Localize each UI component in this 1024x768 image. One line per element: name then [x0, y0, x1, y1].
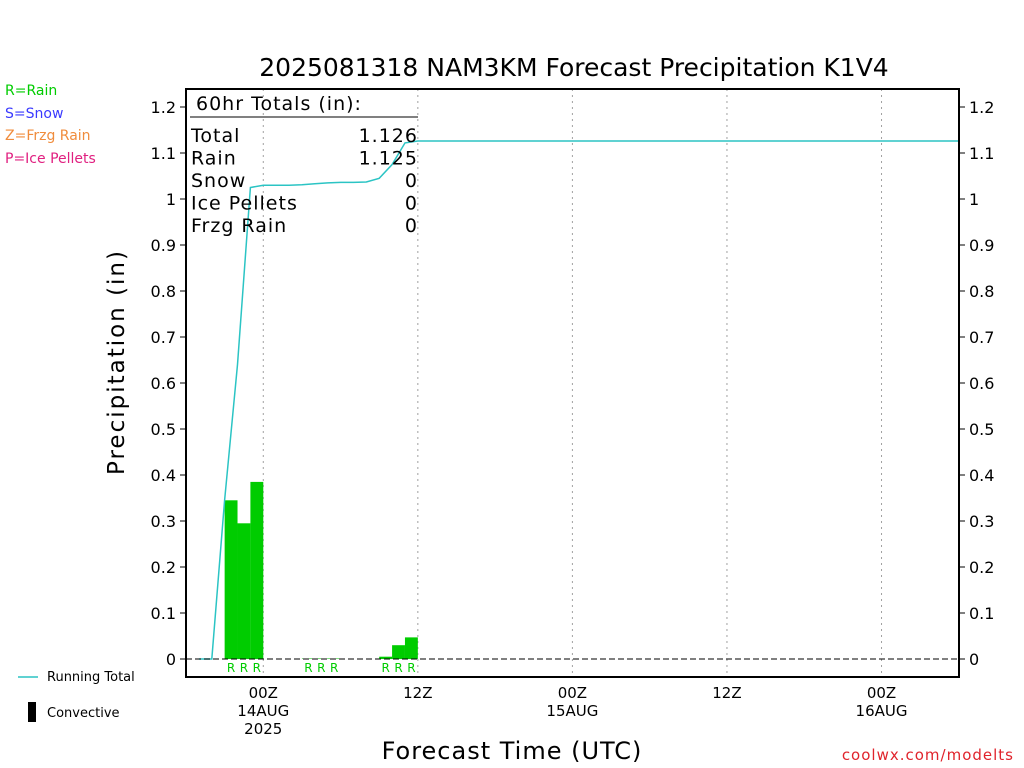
- ptype-marker: R: [330, 661, 338, 675]
- y-tick-label-right: 1.2: [969, 98, 994, 117]
- y-tick-label-left: 0.6: [151, 374, 176, 393]
- legend-snow: S=Snow: [5, 105, 64, 122]
- totals-row-label: Ice Pellets: [191, 193, 298, 215]
- y-tick-label-left: 0.5: [151, 420, 176, 439]
- ptype-marker: R: [253, 661, 261, 675]
- credit-link[interactable]: coolwx.com/modelts: [841, 746, 1014, 764]
- totals-row-label: Total: [190, 125, 240, 147]
- rain-bar: [379, 656, 393, 659]
- y-tick-label-left: 0.9: [151, 236, 176, 255]
- running-total-legend-label: Running Total: [47, 670, 135, 685]
- x-tick-label: 12Z: [403, 684, 432, 702]
- ptype-marker: R: [381, 661, 389, 675]
- y-tick-label-right: 1: [969, 190, 979, 209]
- y-tick-label-right: 0.7: [969, 328, 994, 347]
- y-tick-label-right: 0.6: [969, 374, 994, 393]
- legend-rain: R=Rain: [5, 83, 58, 99]
- running-total-line: [198, 140, 959, 660]
- y-tick-label-right: 1.1: [969, 144, 994, 163]
- y-tick-label-left: 0.8: [151, 282, 176, 301]
- y-tick-label-right: 0.8: [969, 282, 994, 301]
- totals-row-value: 0: [405, 215, 418, 237]
- ptype-legend: R=Rain S=Snow Z=Frzg Rain P=Ice Pellets: [5, 80, 96, 170]
- y-tick-label-left: 0.7: [151, 328, 176, 347]
- rain-bar: [392, 645, 405, 659]
- rain-bar: [404, 637, 418, 659]
- ptype-marker: R: [317, 661, 325, 675]
- rain-bar: [224, 500, 238, 659]
- convective-swatch: [28, 702, 36, 722]
- y-tick-label-left: 0.1: [151, 604, 176, 623]
- x-tick-label: 00Z: [867, 684, 896, 702]
- y-axis-label: Precipitation (in): [104, 249, 130, 475]
- y-tick-label-right: 0.1: [969, 604, 994, 623]
- y-tick-label-left: 1: [166, 190, 176, 209]
- y-tick-label-left: 1.2: [151, 98, 176, 117]
- x-tick-label: 15AUG: [546, 702, 598, 720]
- ptype-marker: R: [304, 661, 312, 675]
- y-tick-label-left: 0.3: [151, 512, 176, 531]
- totals-box: 60hr Totals (in): Total 1.126 Rain 1.125 Snow…: [190, 93, 418, 237]
- ptype-marker: R: [407, 661, 415, 675]
- y-tick-label-right: 0: [969, 650, 979, 669]
- grid-lines: [262, 89, 883, 677]
- y-tick-label-left: 0.4: [151, 466, 176, 485]
- y-tick-label-right: 0.4: [969, 466, 994, 485]
- totals-row-value: 1.125: [359, 148, 418, 170]
- y-tick-label-left: 1.1: [151, 144, 176, 163]
- x-tick-label: 14AUG: [237, 702, 289, 720]
- y-tick-label-right: 0.2: [969, 558, 994, 577]
- x-tick-label: 12Z: [712, 684, 741, 702]
- x-tick-label: 16AUG: [856, 702, 908, 720]
- totals-row-label: Rain: [191, 148, 237, 170]
- x-tick-label: 2025: [244, 720, 282, 738]
- ptype-marker: R: [227, 661, 235, 675]
- y-tick-label-left: 0: [166, 650, 176, 669]
- totals-row-label: Snow: [191, 170, 246, 192]
- x-tick-label: 00Z: [558, 684, 587, 702]
- chart-title: 2025081318 NAM3KM Forecast Precipitation…: [259, 53, 888, 82]
- y-tick-label-right: 0.3: [969, 512, 994, 531]
- legend-frzg-rain: Z=Frzg Rain: [5, 128, 91, 144]
- y-tick-label-right: 0.9: [969, 236, 994, 255]
- rain-bar: [250, 481, 264, 659]
- totals-row-value: 0: [405, 170, 418, 192]
- y-tick-label-right: 0.5: [969, 420, 994, 439]
- rain-bars: [224, 481, 418, 659]
- totals-row-value: 1.126: [359, 125, 418, 147]
- y-tick-label-left: 0.2: [151, 558, 176, 577]
- x-axis-label: Forecast Time (UTC): [382, 737, 643, 765]
- totals-row-label: Frzg Rain: [191, 215, 287, 237]
- ptype-marker: R: [240, 661, 248, 675]
- totals-header: 60hr Totals (in):: [196, 93, 362, 115]
- y-axis-ticks: 0 00.1 0.10.2 0.20.3 0.30.4 0.40.5 0.50.6 0.60.…: [151, 98, 995, 669]
- totals-row-value: 0: [405, 193, 418, 215]
- rain-bar: [237, 523, 251, 659]
- x-tick-label: 00Z: [249, 684, 278, 702]
- legend-ice-pellets: P=Ice Pellets: [5, 150, 96, 167]
- ptype-marker: R: [394, 661, 402, 675]
- convective-legend-label: Convective: [47, 706, 120, 721]
